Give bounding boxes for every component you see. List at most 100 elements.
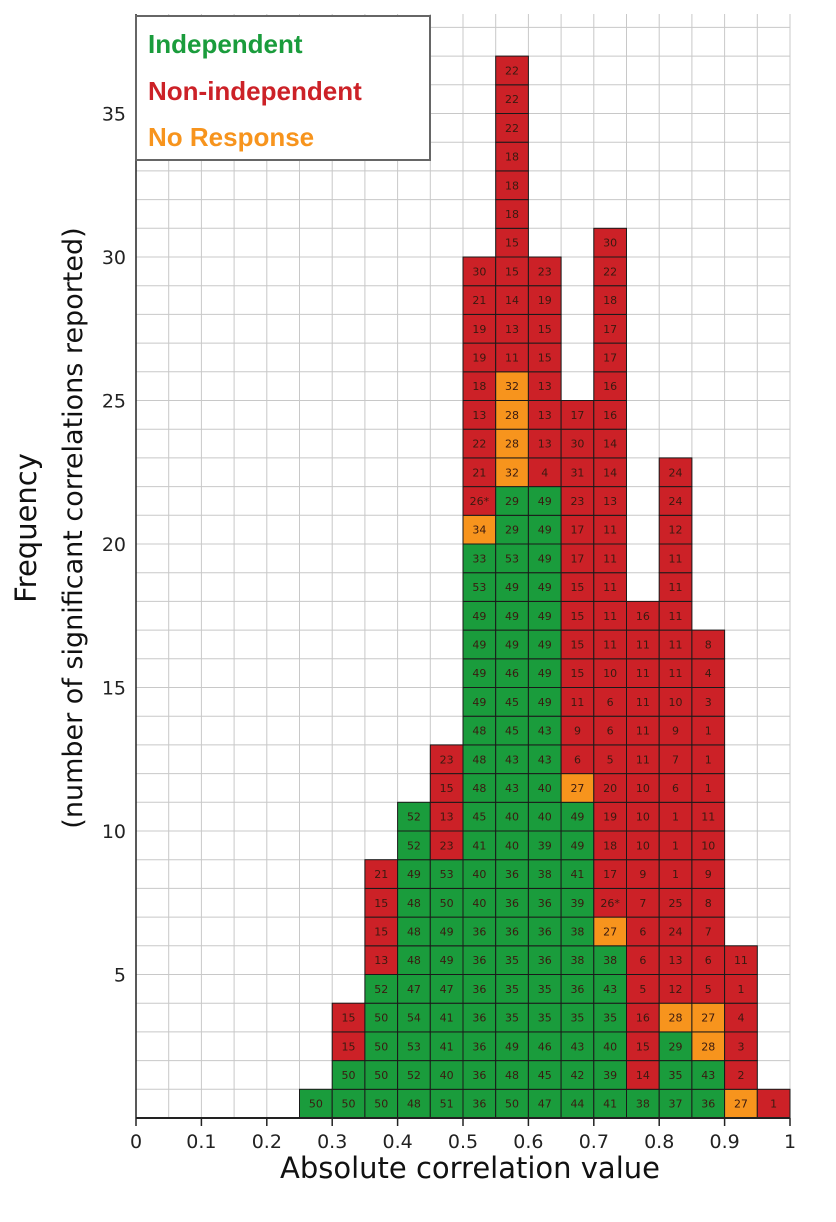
bar-cell-label: 32 xyxy=(505,466,519,479)
bar-cell: 28 xyxy=(495,400,529,430)
bar-cell-rect xyxy=(658,457,693,488)
bar-cell: 12 xyxy=(658,514,693,545)
bar-cell: 38 xyxy=(626,1088,660,1119)
bar-cell-label: 49 xyxy=(570,811,584,824)
bar-cell-label: 17 xyxy=(570,524,584,537)
bar-cell-label: 22 xyxy=(505,64,519,77)
bar-cell-rect xyxy=(495,55,529,86)
bar-cell-rect xyxy=(495,830,529,861)
bar-cell-rect xyxy=(626,744,660,775)
bar-cell-label: 36 xyxy=(472,1069,486,1082)
bar-cell-label: 6 xyxy=(639,925,646,938)
bar-cell: 11 xyxy=(658,543,693,574)
bar-cell-rect xyxy=(527,916,562,947)
bar-cell-rect xyxy=(462,285,497,315)
bar-cell: 45 xyxy=(462,801,497,832)
bar-cell-rect xyxy=(724,1002,758,1033)
bar-cell-rect xyxy=(462,342,497,373)
bar-cell-label: 36 xyxy=(472,925,486,938)
bar-cell-label: 15 xyxy=(538,351,552,364)
bar-cell: 1 xyxy=(658,830,693,861)
bar-cell-rect xyxy=(593,428,627,459)
bar-cell-label: 14 xyxy=(603,466,617,479)
bar-cell-label: 23 xyxy=(440,753,454,766)
bar-cell: 23 xyxy=(429,830,464,861)
legend-independent: Independent xyxy=(148,29,303,59)
bar-cell-rect xyxy=(462,400,497,430)
bar-cell-rect xyxy=(429,744,464,775)
bar-cell-label: 27 xyxy=(603,925,617,938)
bar-cell-label: 10 xyxy=(636,811,650,824)
bar-cell-label: 48 xyxy=(407,1098,421,1111)
bar-cell: 26* xyxy=(593,887,627,918)
bar-cell-label: 15 xyxy=(570,610,584,623)
bar-cell-label: 15 xyxy=(505,237,519,250)
bar-cell: 45 xyxy=(527,1060,562,1090)
bar-cell-rect xyxy=(658,514,693,545)
bar-cell-label: 43 xyxy=(538,753,552,766)
bar-cell-label: 43 xyxy=(538,725,552,738)
bar-cell: 30 xyxy=(462,256,497,287)
bar-cell: 29 xyxy=(658,1031,693,1062)
bar-cell: 43 xyxy=(495,773,529,803)
bar-cell-rect xyxy=(691,801,726,832)
bar-cell-label: 36 xyxy=(505,868,519,881)
bar-cell-rect xyxy=(756,1088,791,1119)
bar-cell-label: 16 xyxy=(636,1012,650,1025)
y-tick-label: 30 xyxy=(102,247,126,269)
bar-cell-rect xyxy=(429,974,464,1004)
bar-cell-label: 52 xyxy=(407,811,421,824)
bar-cell-label: 49 xyxy=(472,638,486,651)
bar-cell: 41 xyxy=(593,1088,627,1119)
bar-cell-label: 49 xyxy=(505,1040,519,1053)
bar-cell: 15 xyxy=(331,1002,366,1033)
bar-cell: 43 xyxy=(560,1031,595,1062)
bar-cell-label: 7 xyxy=(672,753,679,766)
bar-cell: 40 xyxy=(527,773,562,803)
bar-cell-rect xyxy=(658,744,693,775)
bar-cell-label: 15 xyxy=(374,897,388,910)
bar-cell: 25 xyxy=(658,887,693,918)
bar-cell-label: 18 xyxy=(472,380,486,393)
bar-cell: 22 xyxy=(495,55,529,86)
bar-cell-rect xyxy=(593,744,627,775)
bar-cell-rect xyxy=(593,945,627,975)
bar-cell-label: 50 xyxy=(342,1098,356,1111)
bar-cell: 15 xyxy=(527,313,562,344)
bar-cell-label: 36 xyxy=(472,954,486,967)
bar-cell-label: 40 xyxy=(538,782,552,795)
bar-cell-label: 49 xyxy=(505,638,519,651)
bar-cell-rect xyxy=(626,1088,660,1119)
bar-cell: 24 xyxy=(658,486,693,516)
bar-cell-label: 41 xyxy=(603,1098,617,1111)
legend-no-response: No Response xyxy=(148,122,314,152)
bar-cell-rect xyxy=(626,1060,660,1090)
bar-cell-label: 50 xyxy=(374,1012,388,1025)
bar-cell: 27 xyxy=(691,1002,726,1033)
bar-cell: 51 xyxy=(429,1088,464,1119)
bar-cell-label: 49 xyxy=(538,696,552,709)
bar-cell: 11 xyxy=(626,715,660,746)
bar-cell-label: 41 xyxy=(440,1040,454,1053)
bar-cell: 49 xyxy=(560,830,595,861)
bar-cell: 23 xyxy=(560,486,595,516)
bar-cell-rect xyxy=(691,945,726,975)
bar-cell: 49 xyxy=(560,801,595,832)
bar-cell-label: 17 xyxy=(603,351,617,364)
bar-cell-rect xyxy=(364,974,399,1004)
bar-cell-label: 10 xyxy=(603,667,617,680)
bar-cell-rect xyxy=(560,830,595,861)
bar-cell: 48 xyxy=(397,887,431,918)
bar-cell-rect xyxy=(495,486,529,516)
bar-cell-label: 17 xyxy=(603,868,617,881)
bar-cell-label: 38 xyxy=(538,868,552,881)
bar-cell-rect xyxy=(527,543,562,574)
bar-cell-label: 1 xyxy=(770,1098,777,1111)
bar-cell-label: 27 xyxy=(570,782,584,795)
bar-cell: 18 xyxy=(593,830,627,861)
bar-cell: 10 xyxy=(593,658,627,688)
bar-cell-label: 32 xyxy=(505,380,519,393)
bar-cell: 36 xyxy=(462,945,497,975)
bar-cell-rect xyxy=(691,887,726,918)
